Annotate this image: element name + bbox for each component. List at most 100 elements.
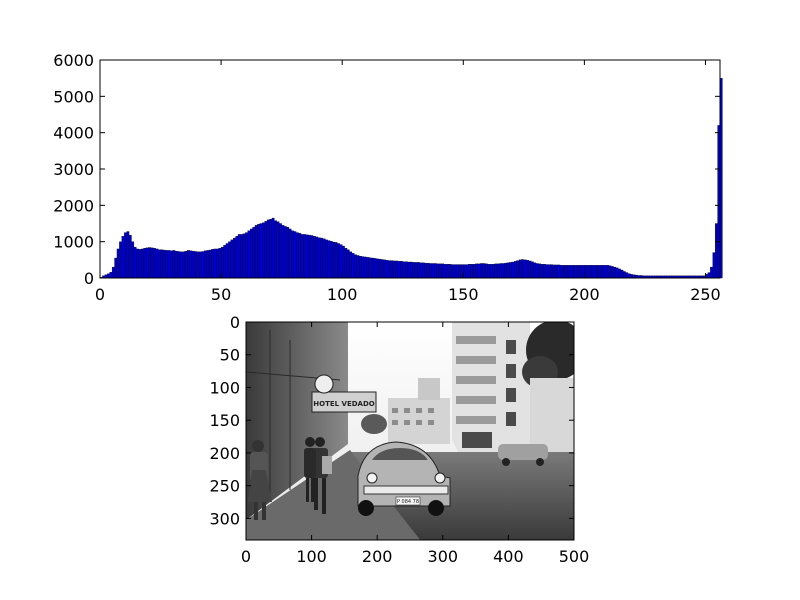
histogram-bar <box>424 262 428 279</box>
image-y-tick-label: 100 <box>209 378 240 397</box>
histogram-bar <box>300 234 304 279</box>
histogram-bar <box>315 236 319 279</box>
histogram-bar <box>557 264 561 279</box>
sidewalk <box>246 450 420 540</box>
histogram-bar <box>216 248 219 279</box>
image-x-tick-label: 200 <box>362 547 393 566</box>
histogram-bar <box>182 251 185 279</box>
histogram-bar <box>225 243 229 279</box>
histogram-bar <box>288 228 292 279</box>
histogram-bar <box>555 264 558 279</box>
image-y-tick-label: 250 <box>209 477 240 496</box>
histogram-bar <box>148 247 152 279</box>
histogram-x-tick-label: 100 <box>327 285 358 304</box>
classic-car-headlight-right <box>434 472 446 484</box>
histogram-bar <box>528 260 532 279</box>
histogram-bar <box>189 250 193 279</box>
histogram-x-tick-label: 50 <box>211 285 231 304</box>
histogram-bar <box>114 257 118 279</box>
histogram-bar <box>174 250 178 279</box>
histogram-bar <box>157 249 161 279</box>
histogram-bar <box>480 263 483 279</box>
distant-tower <box>418 378 440 400</box>
histogram-bar <box>511 261 515 279</box>
histogram-bar <box>458 264 462 279</box>
image-frame <box>245 321 575 541</box>
histogram-bar <box>240 234 244 279</box>
image-x-tick-label: 500 <box>559 547 590 566</box>
histogram-bar <box>489 264 493 279</box>
histogram-bar <box>540 264 544 279</box>
histogram-bar <box>613 266 617 279</box>
histogram-bar <box>257 224 260 279</box>
histogram-bar <box>598 265 602 279</box>
far-car-wheel-front <box>502 458 510 466</box>
histogram-bar <box>203 250 207 279</box>
histogram-bar <box>223 245 227 279</box>
image-chart: HOTEL VEDADO P 084 78 <box>209 313 589 566</box>
histogram-bar <box>710 266 713 279</box>
histogram-bar <box>247 230 251 279</box>
histogram-bar <box>201 251 205 279</box>
histogram-bar <box>589 265 592 279</box>
histogram-bar <box>712 252 716 279</box>
hotel-sign-logo <box>314 374 334 394</box>
histogram-bar <box>145 247 149 279</box>
histogram-bar <box>506 262 510 279</box>
histogram-x-tick-label: 250 <box>690 285 721 304</box>
histogram-bar <box>153 248 156 279</box>
histogram-bar <box>715 223 718 279</box>
histogram-bar <box>334 242 338 279</box>
histogram-bar <box>586 265 590 279</box>
histogram-bar <box>533 262 537 279</box>
pedestrian-back <box>304 437 316 502</box>
image-y-tick-label: 150 <box>209 411 240 430</box>
histogram-bar <box>373 258 377 279</box>
histogram-bar <box>155 248 159 279</box>
histogram-bar <box>230 239 234 279</box>
histogram-bar <box>608 265 612 279</box>
histogram-bar <box>572 265 575 279</box>
classic-car-headlight-left <box>366 472 378 484</box>
histogram-bar <box>419 262 423 279</box>
histogram-bar <box>308 234 311 279</box>
right-building-windows <box>462 340 516 448</box>
distant-tree <box>361 414 387 434</box>
right-building-balconies <box>456 336 496 424</box>
histogram-bar <box>279 223 282 279</box>
histogram-bar <box>475 263 478 279</box>
histogram-bar <box>388 260 391 279</box>
histogram-bar <box>346 249 350 279</box>
histogram-bar <box>574 265 578 279</box>
histogram-bar <box>351 253 355 279</box>
histogram-bar <box>543 264 546 279</box>
histogram-x-tick-label: 150 <box>448 285 479 304</box>
image-y-tick-label: 50 <box>220 346 240 365</box>
histogram-bar <box>165 250 168 279</box>
histogram-bar <box>603 265 607 279</box>
histogram-y-axis: 0 1000 2000 3000 4000 5000 6000 <box>53 51 720 288</box>
histogram-bar <box>412 262 415 279</box>
histogram-bar <box>208 249 212 279</box>
histogram-bar <box>395 260 399 279</box>
histogram-bar <box>615 267 619 279</box>
histogram-bar <box>610 266 614 279</box>
histogram-bar <box>560 265 563 279</box>
right-building-2 <box>530 378 574 456</box>
histogram-bar <box>196 251 200 279</box>
histogram-bar <box>136 248 139 279</box>
histogram-bar <box>264 221 268 279</box>
histogram-bar <box>162 249 166 279</box>
histogram-bar <box>497 263 500 279</box>
histogram-bar <box>109 272 113 279</box>
histogram-bar <box>451 264 454 279</box>
histogram-bar <box>141 248 144 279</box>
classic-car-wheel-left <box>358 500 374 516</box>
histogram-bar <box>366 257 369 279</box>
histogram-bar <box>499 263 503 279</box>
image-x-tick-label: 400 <box>493 547 524 566</box>
histogram-bar <box>436 263 440 279</box>
histogram-bar <box>170 250 173 279</box>
histogram-bar <box>547 264 551 279</box>
left-building <box>246 322 348 520</box>
